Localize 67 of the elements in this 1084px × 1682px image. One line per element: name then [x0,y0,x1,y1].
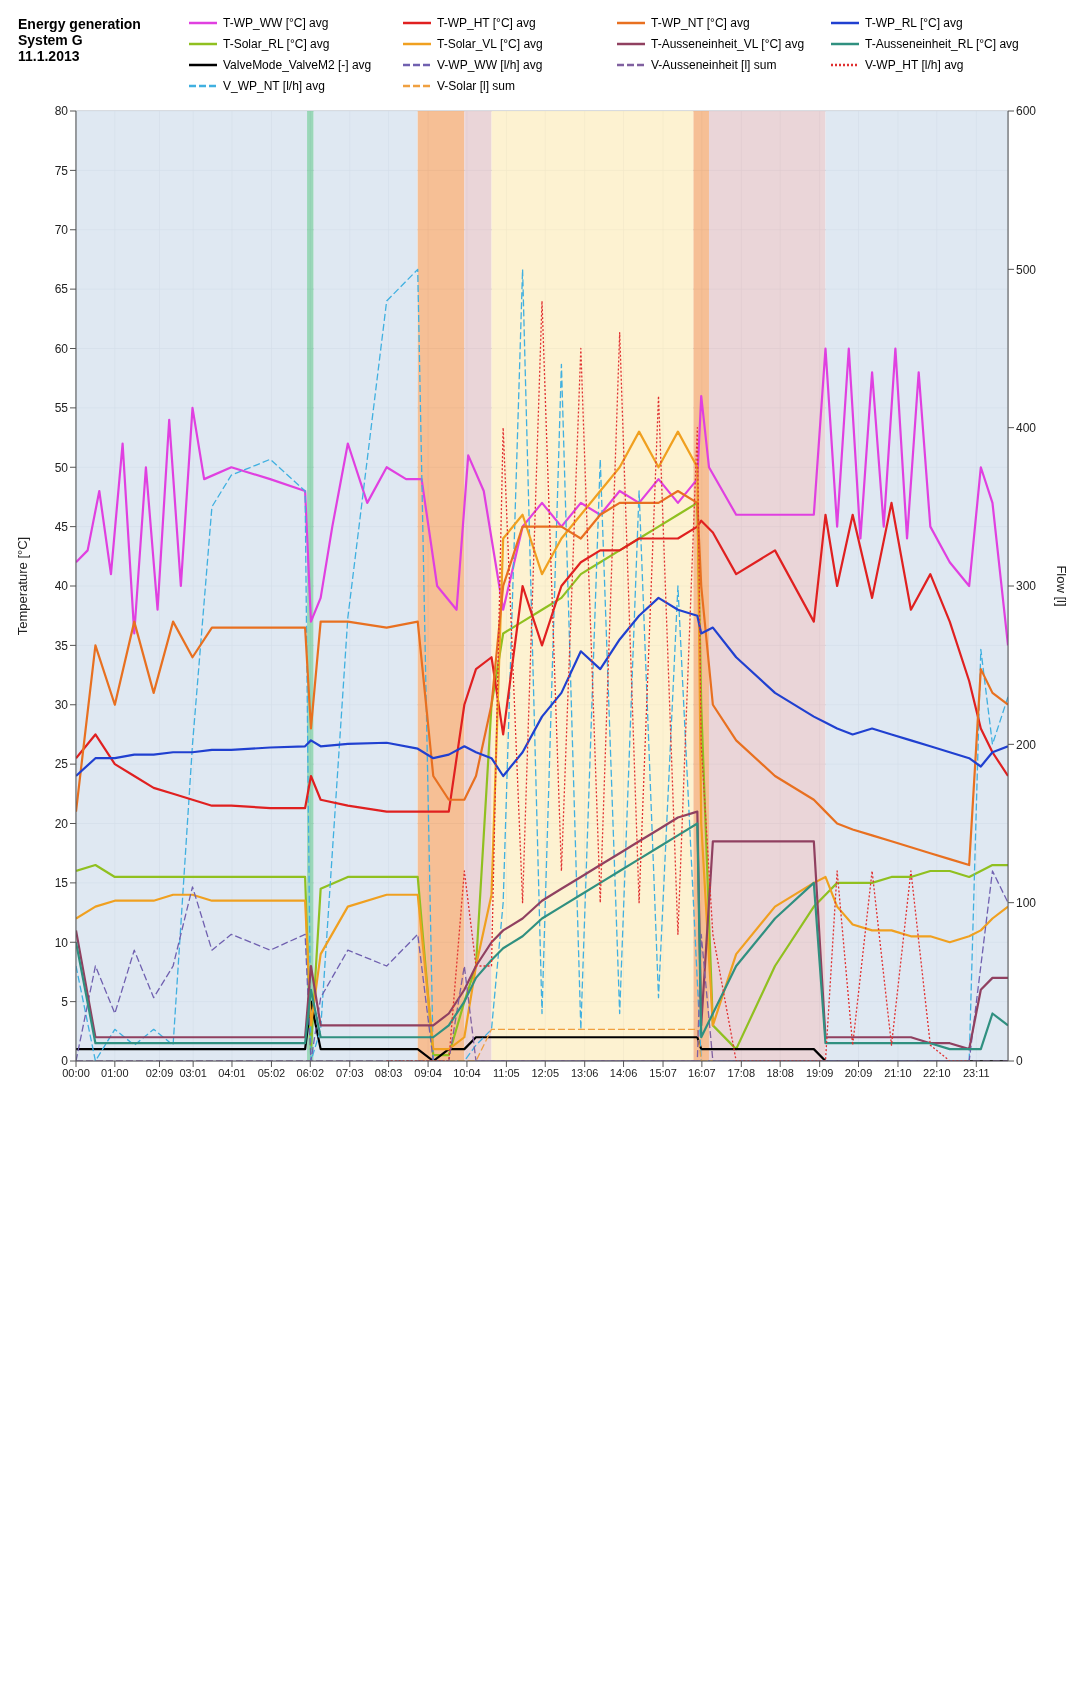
legend-label: V_WP_NT [l/h] avg [223,79,325,93]
y-tick-label: 50 [54,460,69,475]
legend-label: T-Solar_VL [°C] avg [437,37,543,51]
x-tick-label: 09:04 [414,1066,442,1079]
y2-tick-label: 200 [1016,737,1037,752]
y2-tick-label: 300 [1016,579,1037,594]
x-tick-label: 19:09 [805,1066,834,1079]
x-tick-label: 17:08 [727,1066,756,1079]
x-tick-label: 12:05 [531,1066,559,1079]
legend-label: T-Ausseneinheit_RL [°C] avg [865,37,1019,51]
y-tick-label: 5 [61,994,69,1009]
x-tick-label: 14:06 [609,1066,638,1079]
x-tick-label: 00:00 [62,1066,90,1079]
y-tick-label: 45 [54,519,69,534]
y-tick-label: 60 [54,341,69,356]
y-tick-label: 15 [54,876,69,891]
x-tick-label: 02:09 [145,1066,174,1079]
y-tick-label: 20 [54,816,69,831]
x-tick-label: 06:02 [296,1066,325,1079]
x-tick-label: 07:03 [336,1066,364,1079]
legend-label: T-Solar_RL [°C] avg [223,37,330,51]
legend-label: T-Ausseneinheit_VL [°C] avg [651,37,805,51]
legend-label: T-WP_HT [°C] avg [437,16,536,30]
chart-title: Energy generation [18,16,142,32]
y2-tick-label: 500 [1016,262,1037,277]
y-tick-label: 75 [54,163,69,178]
x-tick-label: 03:01 [179,1066,207,1079]
y-axis-title: Temperature [°C] [14,536,30,636]
y-tick-label: 25 [54,757,69,772]
x-tick-label: 23:11 [962,1066,990,1079]
x-tick-label: 15:07 [649,1066,677,1079]
x-tick-label: 08:03 [374,1066,403,1079]
y-tick-label: 80 [54,104,69,119]
y-tick-label: 55 [54,401,69,416]
text: 11.1.2013 [18,48,81,64]
y2-tick-label: 600 [1016,104,1037,119]
y-tick-label: 70 [54,223,69,238]
x-tick-label: 20:09 [844,1066,873,1079]
y2-tick-label: 400 [1016,420,1037,435]
x-tick-label: 10:04 [453,1066,481,1079]
legend-label: ValveMode_ValveM2 [-] avg [223,58,372,72]
legend-label: T-WP_RL [°C] avg [865,16,963,30]
y-tick-label: 0 [61,1054,69,1069]
legend-label: V-Ausseneinheit [l] sum [651,58,777,72]
y2-tick-label: 0 [1016,1054,1023,1069]
x-tick-label: 22:10 [923,1066,951,1079]
chart-subtitle: System G [18,32,84,48]
x-tick-label: 05:02 [257,1066,286,1079]
x-tick-label: 11:05 [493,1066,520,1079]
y-tick-label: 65 [54,282,69,297]
legend-label: V-Solar [l] sum [437,79,516,93]
legend-label: T-WP_NT [°C] avg [651,16,750,30]
y-tick-label: 10 [54,935,69,950]
x-tick-label: 16:07 [688,1066,716,1079]
y-tick-label: 30 [54,698,69,713]
x-tick-label: 21:10 [884,1066,912,1079]
x-tick-label: 13:06 [570,1066,599,1079]
y-tick-label: 35 [54,638,69,653]
x-tick-label: 18:08 [766,1066,794,1079]
y2-axis-title: Flow [l] [1054,565,1070,607]
legend-label: V-WP_HT [l/h] avg [865,58,964,72]
x-tick-label: 01:00 [101,1066,129,1079]
y2-tick-label: 100 [1016,895,1037,910]
x-tick-label: 04:01 [218,1066,246,1079]
legend-label: T-WP_WW [°C] avg [223,16,329,30]
legend-label: V-WP_WW [l/h] avg [437,58,543,72]
y-tick-label: 40 [54,579,69,594]
